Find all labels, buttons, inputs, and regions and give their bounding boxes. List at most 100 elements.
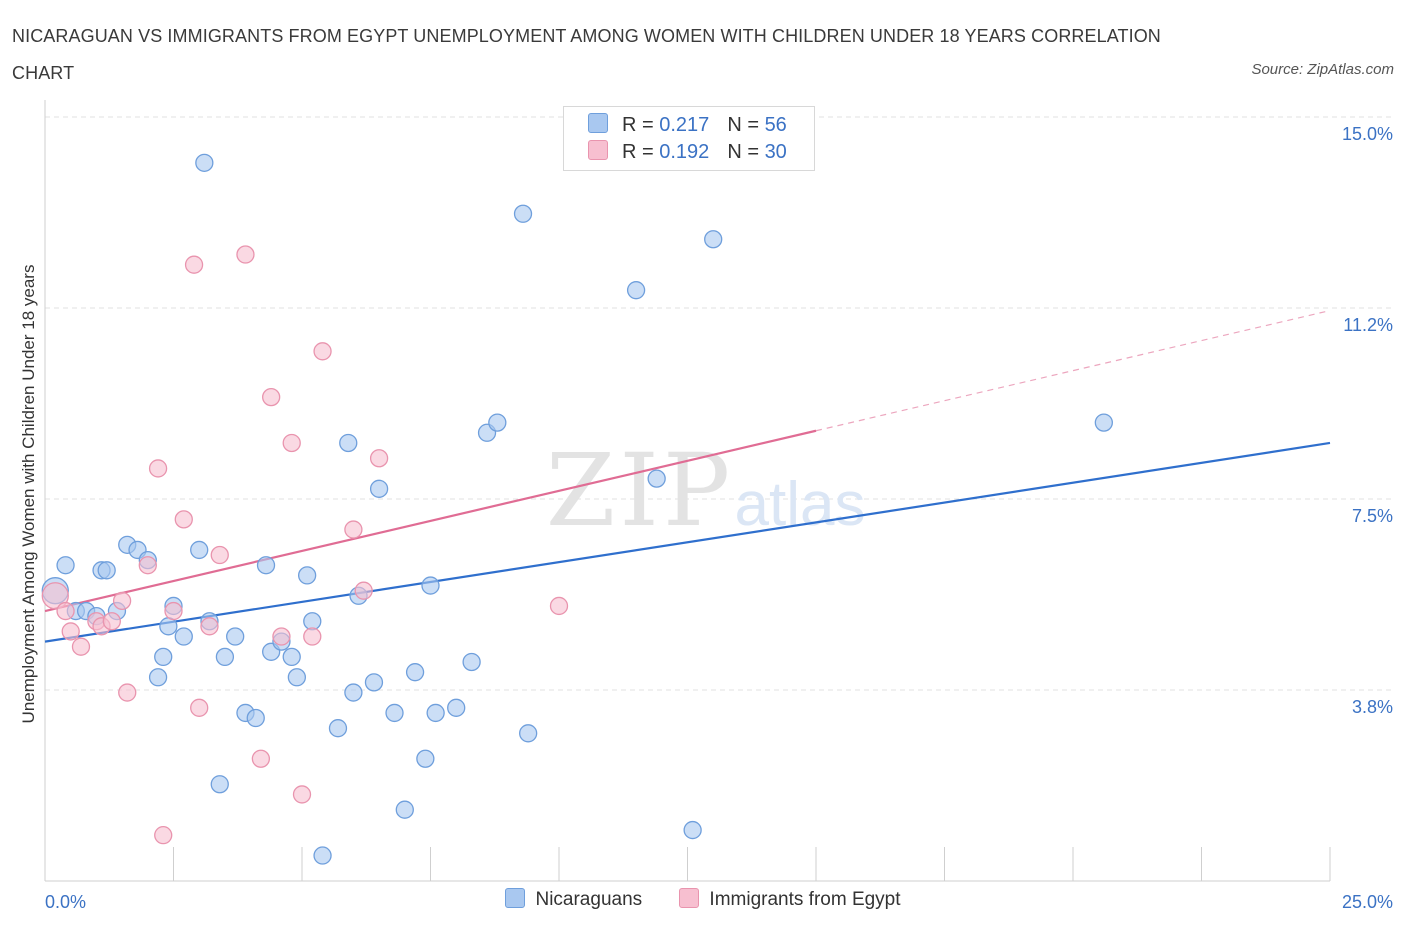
legend-swatch-blue: [588, 113, 608, 133]
legend-swatch-pink: [679, 888, 700, 908]
legend-swatch-blue: [505, 888, 526, 908]
data-point-1: [704, 230, 723, 249]
legend-item-nicaraguans: Nicaraguans: [505, 888, 642, 911]
series-legend: Nicaraguans Immigrants from Egypt: [0, 888, 1406, 911]
data-point-2: [354, 581, 373, 600]
source-label: Source: ZipAtlas.com: [1251, 61, 1394, 78]
r-value: 0.217: [659, 114, 710, 136]
data-point-2: [369, 449, 389, 468]
watermark: ZIP atlas: [546, 432, 866, 549]
data-point-1: [282, 647, 301, 667]
data-point-1: [154, 647, 173, 667]
gridlines: [45, 116, 1395, 691]
y-tick-label: 3.8%: [1352, 697, 1393, 717]
legend-row-egypt: R = 0.192 N = 30: [588, 140, 787, 164]
data-point-2: [148, 459, 168, 478]
watermark-atlas: atlas: [735, 470, 866, 539]
r-value: 0.192: [659, 141, 710, 163]
data-point-2: [154, 826, 173, 845]
correlation-legend: R = 0.217 N = 56 R = 0.192 N = 30: [563, 106, 815, 171]
trend-lines: [44, 309, 1331, 643]
data-point-1: [683, 820, 702, 840]
axes: [44, 100, 1331, 882]
n-value: 56: [764, 114, 787, 136]
data-point-1: [297, 566, 317, 585]
data-point-1: [303, 612, 322, 631]
data-point-1: [405, 663, 425, 682]
data-point-1: [226, 627, 245, 646]
data-point-1: [488, 413, 507, 432]
data-point-1: [190, 540, 209, 560]
data-point-1: [339, 433, 358, 453]
data-point-1: [364, 673, 384, 692]
data-points: [41, 153, 1113, 865]
data-point-1: [287, 668, 307, 687]
data-point-1: [369, 479, 389, 498]
data-point-2: [61, 622, 80, 641]
data-point-2: [200, 617, 219, 636]
legend-label: Nicaraguans: [535, 889, 643, 910]
n-label: N =: [727, 114, 765, 136]
trend-line-extension: [815, 309, 1331, 432]
data-point-1: [1094, 413, 1113, 432]
n-label: N =: [727, 141, 765, 163]
data-point-2: [102, 612, 121, 631]
x-tick-label: 25.0%: [1342, 892, 1393, 912]
data-point-2: [112, 591, 132, 611]
data-point-1: [344, 683, 363, 702]
data-point-2: [344, 520, 363, 539]
r-label: R =: [622, 141, 660, 163]
data-point-1: [385, 703, 404, 723]
data-point-2: [262, 387, 281, 407]
data-point-1: [174, 627, 193, 646]
data-point-1: [256, 556, 276, 575]
data-point-1: [328, 719, 348, 738]
data-point-1: [148, 668, 168, 687]
n-value: 30: [764, 141, 787, 163]
data-point-2: [138, 556, 157, 575]
watermark-zip: ZIP: [546, 432, 734, 549]
data-point-2: [251, 749, 271, 768]
y-tick-label: 7.5%: [1352, 506, 1393, 526]
legend-row-nicaraguans: R = 0.217 N = 56: [588, 113, 787, 137]
data-point-2: [282, 433, 301, 453]
legend-swatch-pink: [588, 140, 608, 160]
data-point-1: [246, 708, 265, 728]
r-label: R =: [622, 114, 660, 136]
data-point-2: [41, 582, 69, 610]
legend-label: Immigrants from Egypt: [709, 889, 901, 910]
data-point-1: [56, 556, 75, 575]
data-point-2: [118, 683, 137, 702]
data-point-2: [303, 627, 322, 646]
data-point-2: [184, 255, 204, 274]
data-point-2: [236, 245, 255, 264]
data-point-1: [626, 281, 646, 300]
data-point-2: [292, 785, 312, 804]
data-point-1: [519, 724, 538, 743]
data-point-2: [71, 637, 91, 656]
legend-item-egypt: Immigrants from Egypt: [679, 888, 901, 911]
y-axis-label: Unemployment Among Women with Children U…: [19, 265, 38, 724]
y-tick-label: 11.2%: [1343, 315, 1393, 335]
data-point-2: [313, 342, 332, 361]
data-point-1: [462, 652, 481, 672]
data-point-1: [513, 204, 533, 223]
data-point-1: [647, 469, 666, 488]
data-point-1: [426, 703, 445, 723]
y-tick-label: 15.0%: [1342, 124, 1393, 144]
data-point-2: [549, 596, 569, 616]
data-point-2: [164, 601, 183, 621]
data-point-1: [421, 576, 440, 595]
data-point-1: [447, 698, 466, 717]
data-point-1: [416, 749, 435, 768]
data-point-2: [210, 545, 229, 565]
data-point-1: [210, 775, 229, 794]
data-point-1: [159, 617, 178, 636]
x-tick-label: 0.0%: [45, 892, 86, 912]
data-point-2: [272, 627, 291, 646]
data-point-1: [97, 561, 116, 580]
data-point-1: [395, 800, 414, 819]
tick-labels: 15.0% 11.2% 7.5% 3.8% 0.0% 25.0%: [45, 124, 1393, 912]
data-point-1: [215, 647, 235, 667]
